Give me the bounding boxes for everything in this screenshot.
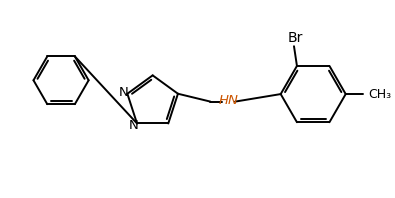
Text: HN: HN bbox=[218, 94, 238, 107]
Text: N: N bbox=[129, 119, 139, 132]
Text: Br: Br bbox=[287, 31, 303, 45]
Text: CH₃: CH₃ bbox=[369, 88, 391, 101]
Text: N: N bbox=[118, 86, 128, 99]
